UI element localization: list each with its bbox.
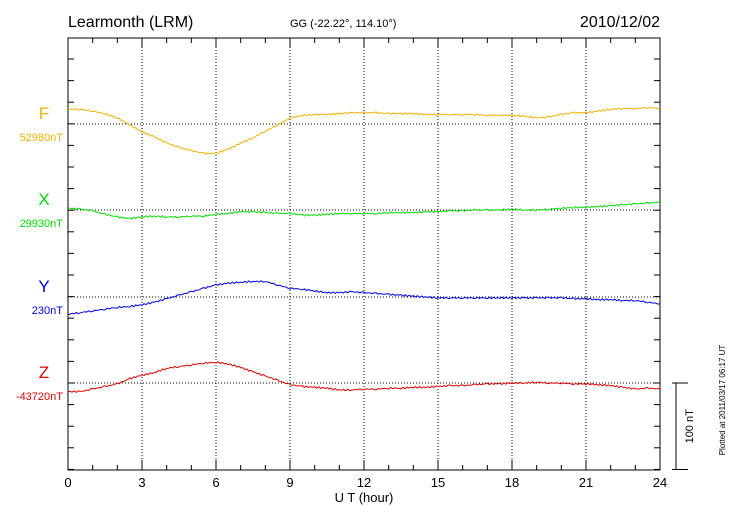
- coordinates-label: GG (-22.22°, 114.10°): [290, 18, 396, 30]
- grid-lines: [68, 38, 660, 470]
- scale-bar: 100 nT: [672, 382, 696, 470]
- component-label-y: Y: [38, 277, 49, 296]
- plotted-timestamp: Plotted at 2011/03/17 06:17 UT: [718, 345, 727, 456]
- component-label-x: X: [38, 190, 49, 209]
- series-line-z: [67, 361, 661, 394]
- component-label-z: Z: [39, 363, 49, 382]
- scale-bar-label: 100 nT: [684, 409, 696, 444]
- series-lines: F 52980nT X 29930nT Y 230nT Z -43720nT: [16, 104, 661, 403]
- baseline-value-f: 52980nT: [20, 132, 64, 144]
- date-label: 2010/12/02: [580, 14, 660, 31]
- baseline-value-z: -43720nT: [16, 391, 63, 403]
- x-tick-label: 6: [212, 475, 219, 490]
- x-tick-label: 18: [505, 475, 519, 490]
- series-line-x: [67, 201, 661, 220]
- baseline-value-y: 230nT: [32, 305, 63, 317]
- x-tick-label: 21: [579, 475, 593, 490]
- x-tick-label: 12: [357, 475, 371, 490]
- x-tick-label: 0: [64, 475, 71, 490]
- plot-area: 0 3 6 9 12 15 18 21 24 F 52980nT X 29930nT Y 230nT Z -4…: [16, 37, 667, 490]
- x-tick-label: 24: [653, 475, 667, 490]
- station-title: Learmonth (LRM): [68, 14, 193, 31]
- x-axis-title: U T (hour): [335, 490, 394, 505]
- x-tick-label: 9: [286, 475, 293, 490]
- x-tick-label: 3: [138, 475, 145, 490]
- x-tick-label: 15: [431, 475, 445, 490]
- series-line-y: [67, 280, 661, 315]
- component-label-f: F: [39, 104, 49, 123]
- series-line-f: [67, 106, 661, 155]
- axis-ticks: 0 3 6 9 12 15 18 21 24: [64, 38, 667, 490]
- baseline-value-x: 29930nT: [20, 218, 64, 230]
